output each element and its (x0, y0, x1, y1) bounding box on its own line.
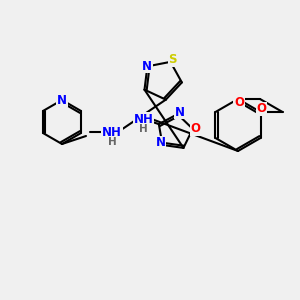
Text: S: S (168, 53, 177, 66)
Text: O: O (191, 122, 201, 135)
Text: N: N (142, 60, 152, 73)
Text: NH: NH (134, 112, 154, 126)
Text: H: H (108, 137, 116, 147)
Text: O: O (256, 103, 266, 116)
Text: O: O (234, 95, 244, 109)
Text: N: N (175, 106, 184, 119)
Text: H: H (140, 124, 148, 134)
Text: N: N (57, 94, 67, 106)
Text: N: N (155, 136, 166, 149)
Text: NH: NH (102, 125, 122, 139)
